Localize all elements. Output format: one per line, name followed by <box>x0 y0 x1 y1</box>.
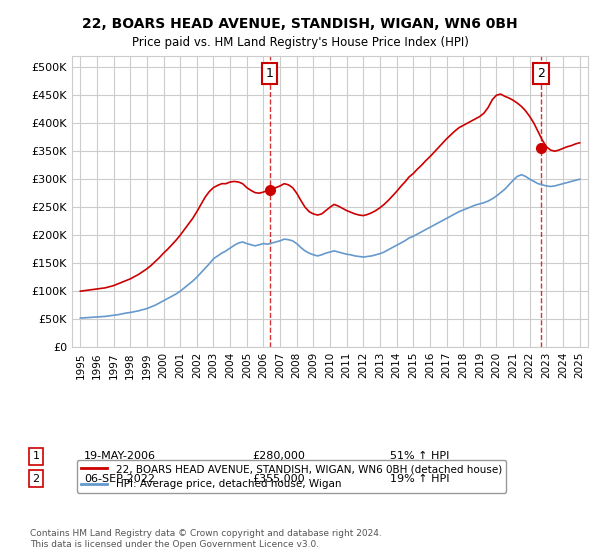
Legend: 22, BOARS HEAD AVENUE, STANDISH, WIGAN, WN6 0BH (detached house), HPI: Average p: 22, BOARS HEAD AVENUE, STANDISH, WIGAN, … <box>77 460 506 493</box>
Text: 06-SEP-2022: 06-SEP-2022 <box>84 474 155 484</box>
Text: 22, BOARS HEAD AVENUE, STANDISH, WIGAN, WN6 0BH: 22, BOARS HEAD AVENUE, STANDISH, WIGAN, … <box>82 17 518 31</box>
Text: Contains HM Land Registry data © Crown copyright and database right 2024.
This d: Contains HM Land Registry data © Crown c… <box>30 529 382 549</box>
Text: 2: 2 <box>537 67 545 80</box>
Text: 19-MAY-2006: 19-MAY-2006 <box>84 451 156 461</box>
Text: 1: 1 <box>32 451 40 461</box>
Text: 51% ↑ HPI: 51% ↑ HPI <box>390 451 449 461</box>
Text: 1: 1 <box>266 67 274 80</box>
Text: £280,000: £280,000 <box>252 451 305 461</box>
Text: 2: 2 <box>32 474 40 484</box>
Text: 19% ↑ HPI: 19% ↑ HPI <box>390 474 449 484</box>
Text: Price paid vs. HM Land Registry's House Price Index (HPI): Price paid vs. HM Land Registry's House … <box>131 36 469 49</box>
Text: £355,000: £355,000 <box>252 474 305 484</box>
